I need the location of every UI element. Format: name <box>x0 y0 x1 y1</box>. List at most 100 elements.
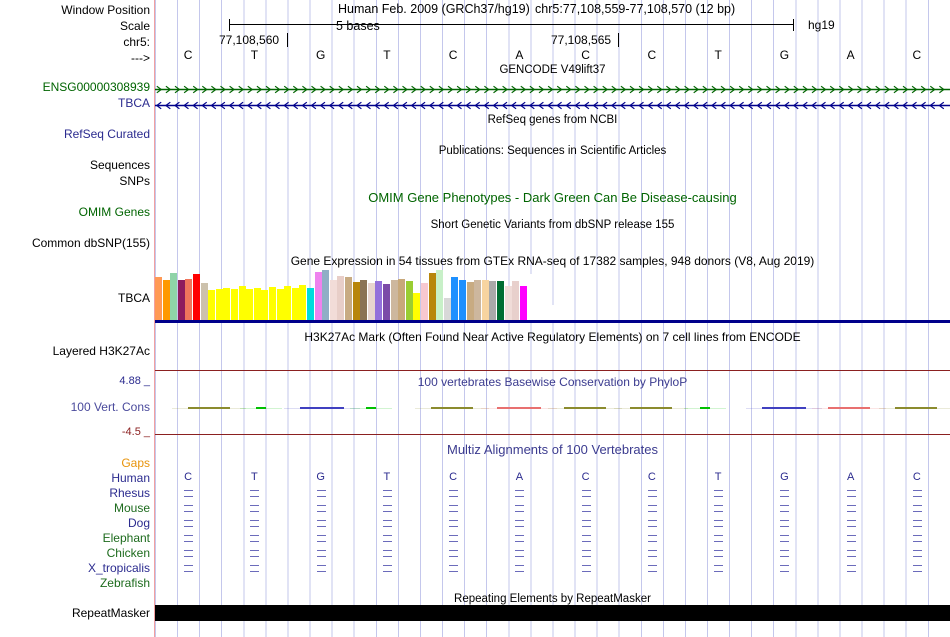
label-refseq-curated[interactable]: RefSeq Curated <box>63 127 150 141</box>
gtex-bar[interactable] <box>535 276 542 320</box>
phylop-mark[interactable] <box>895 407 937 409</box>
gtex-bar[interactable] <box>269 286 276 320</box>
gtex-bar[interactable] <box>390 280 398 320</box>
gtex-bar[interactable] <box>155 276 162 320</box>
phylop-mark[interactable] <box>300 407 344 409</box>
label-common-dbsnp[interactable]: Common dbSNP(155) <box>31 236 150 250</box>
species-label-mouse[interactable]: Mouse <box>113 501 150 515</box>
gtex-bar[interactable] <box>550 304 558 320</box>
phylop-mark[interactable] <box>497 407 541 409</box>
multiz-gap-marker <box>449 535 459 542</box>
gencode-tbca-arrow-row[interactable] <box>155 98 950 110</box>
phylop-mark[interactable] <box>366 407 376 409</box>
gtex-bar[interactable] <box>337 275 345 320</box>
gtex-bar[interactable] <box>443 298 451 320</box>
track-title-refseq: RefSeq genes from NCBI <box>487 114 618 126</box>
gtex-bar[interactable] <box>504 285 512 320</box>
gtex-bar[interactable] <box>261 290 269 320</box>
phylop-mark[interactable] <box>431 407 473 409</box>
species-label-x_tropicalis[interactable]: X_tropicalis <box>87 561 150 575</box>
phylop-mark[interactable] <box>256 407 266 409</box>
gtex-bar[interactable] <box>322 269 330 320</box>
gtex-bar[interactable] <box>299 284 307 320</box>
gtex-bar[interactable] <box>223 287 231 320</box>
gtex-bar[interactable] <box>451 276 459 320</box>
phylop-mark[interactable] <box>700 407 710 409</box>
label-scale: Scale <box>119 19 150 33</box>
species-label-elephant[interactable]: Elephant <box>102 531 150 545</box>
gtex-bar[interactable] <box>459 280 466 320</box>
species-label-zebrafish[interactable]: Zebrafish <box>99 576 150 590</box>
ensembl-gene-arrow-row[interactable] <box>155 82 950 94</box>
species-label-rhesus[interactable]: Rhesus <box>109 486 150 500</box>
gtex-bar[interactable] <box>185 278 193 320</box>
multiz-gap-marker <box>250 565 260 572</box>
gtex-bar[interactable] <box>246 289 254 320</box>
gtex-bar[interactable] <box>208 290 216 320</box>
label-100-vert-cons[interactable]: 100 Vert. Cons <box>70 400 150 414</box>
label-omim-genes[interactable]: OMIM Genes <box>78 205 150 219</box>
label-sequences[interactable]: Sequences <box>89 158 150 172</box>
label-repeatmasker[interactable]: RepeatMasker <box>71 606 150 620</box>
gtex-bar[interactable] <box>253 287 261 320</box>
gtex-bar[interactable] <box>542 278 550 320</box>
gtex-bar[interactable] <box>215 288 223 320</box>
gtex-bar[interactable] <box>314 272 322 320</box>
gtex-bar[interactable] <box>231 288 238 320</box>
label-gaps[interactable]: Gaps <box>121 456 150 470</box>
label-snps[interactable]: SNPs <box>119 174 150 188</box>
gtex-bar[interactable] <box>436 269 444 320</box>
gtex-bar[interactable] <box>307 287 314 320</box>
gtex-bar[interactable] <box>413 293 421 320</box>
gtex-bar[interactable] <box>398 278 406 320</box>
phylop-mark[interactable] <box>630 407 672 409</box>
gtex-bar[interactable] <box>405 281 413 320</box>
gtex-bar[interactable] <box>421 283 428 320</box>
gtex-bar[interactable] <box>329 279 337 320</box>
gtex-bar[interactable] <box>177 280 185 320</box>
phylop-mark[interactable] <box>564 407 606 409</box>
species-label-chicken[interactable]: Chicken <box>106 546 150 560</box>
phylop-mark[interactable] <box>828 407 870 409</box>
gtex-bar[interactable] <box>345 276 352 320</box>
repeatmasker-block[interactable] <box>155 605 950 621</box>
gtex-bar[interactable] <box>481 280 489 320</box>
multiz-gap-marker <box>250 490 260 497</box>
multiz-gap-marker <box>581 550 591 557</box>
position-text[interactable]: chr5:77,108,559-77,108,570 (12 bp) <box>535 2 736 16</box>
gtex-bar[interactable] <box>193 274 200 320</box>
phylop-conservation-marks[interactable] <box>155 400 950 420</box>
gtex-bar[interactable] <box>375 281 383 320</box>
label-ensembl-gene[interactable]: ENSG00000308939 <box>42 80 150 94</box>
gtex-bar[interactable] <box>352 282 360 320</box>
multiz-gap-marker <box>714 550 724 557</box>
gtex-bar[interactable] <box>466 282 474 320</box>
gtex-expression-barchart[interactable] <box>155 266 950 320</box>
gtex-bar[interactable] <box>474 280 482 320</box>
label-gencode-tbca[interactable]: TBCA <box>117 96 150 110</box>
label-layered-h3k27ac[interactable]: Layered H3K27Ac <box>52 344 150 358</box>
gtex-bar[interactable] <box>512 281 520 320</box>
gtex-bar[interactable] <box>276 288 284 320</box>
gtex-bar[interactable] <box>284 285 292 320</box>
gtex-bar[interactable] <box>200 283 208 320</box>
gtex-bar[interactable] <box>291 287 299 320</box>
gtex-bar[interactable] <box>497 281 504 320</box>
gtex-bar[interactable] <box>238 285 246 320</box>
gtex-bar[interactable] <box>383 284 390 320</box>
phylop-mark[interactable] <box>188 407 230 409</box>
gtex-bar[interactable] <box>360 280 368 320</box>
label-gtex-tbca[interactable]: TBCA <box>117 291 150 305</box>
gtex-bar[interactable] <box>367 283 375 320</box>
gtex-bar[interactable] <box>428 273 436 320</box>
gtex-bar[interactable] <box>519 285 527 320</box>
gtex-bar[interactable] <box>170 273 178 320</box>
gtex-bar[interactable] <box>162 279 170 320</box>
species-label-human[interactable]: Human <box>111 471 150 485</box>
gtex-bar[interactable] <box>527 274 535 320</box>
phylop-mark[interactable] <box>762 407 806 409</box>
gtex-bar[interactable] <box>489 281 497 320</box>
species-label-dog[interactable]: Dog <box>127 516 150 530</box>
